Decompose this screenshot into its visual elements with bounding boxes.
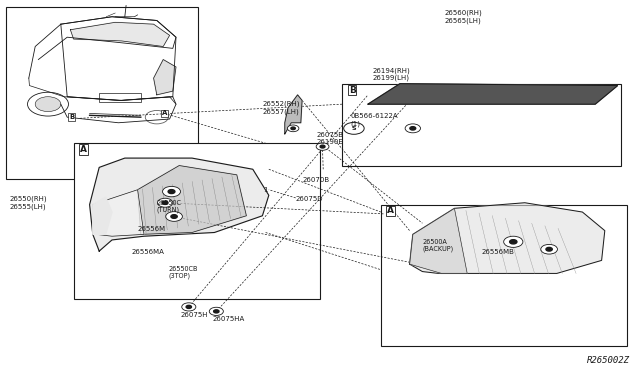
Text: 26556MA: 26556MA bbox=[131, 249, 164, 255]
Text: 26550(RH)
26555(LH): 26550(RH) 26555(LH) bbox=[10, 196, 47, 210]
Text: 26194(RH)
26199(LH): 26194(RH) 26199(LH) bbox=[372, 67, 410, 81]
Circle shape bbox=[546, 247, 552, 251]
Bar bbox=[99, 93, 141, 102]
Circle shape bbox=[157, 198, 173, 207]
Text: 26075D: 26075D bbox=[296, 196, 323, 202]
Circle shape bbox=[186, 305, 191, 308]
Polygon shape bbox=[70, 22, 170, 46]
Circle shape bbox=[504, 236, 523, 247]
Text: 26075HA: 26075HA bbox=[212, 316, 244, 322]
Polygon shape bbox=[154, 60, 176, 95]
Text: 26556M: 26556M bbox=[138, 226, 166, 232]
Text: 0B566-6122A
(1): 0B566-6122A (1) bbox=[350, 113, 397, 126]
Circle shape bbox=[171, 215, 177, 218]
Circle shape bbox=[168, 190, 175, 193]
Circle shape bbox=[287, 125, 299, 132]
Circle shape bbox=[291, 127, 295, 129]
Text: 26556MB: 26556MB bbox=[482, 249, 515, 255]
Text: 1: 1 bbox=[263, 187, 268, 193]
Circle shape bbox=[35, 97, 61, 112]
Polygon shape bbox=[93, 197, 112, 234]
Circle shape bbox=[320, 145, 325, 148]
Polygon shape bbox=[138, 166, 246, 234]
Text: 26560(RH)
26565(LH): 26560(RH) 26565(LH) bbox=[445, 10, 483, 24]
Circle shape bbox=[214, 310, 219, 313]
Polygon shape bbox=[285, 95, 302, 134]
Text: A: A bbox=[80, 145, 87, 154]
Circle shape bbox=[344, 122, 364, 134]
Polygon shape bbox=[368, 84, 618, 104]
Text: 26075H: 26075H bbox=[180, 312, 208, 318]
Circle shape bbox=[162, 201, 168, 205]
Bar bbox=[6, 7, 198, 179]
Text: A: A bbox=[162, 110, 167, 116]
Text: S: S bbox=[351, 126, 356, 131]
Text: R265002Z: R265002Z bbox=[588, 356, 630, 365]
Text: B: B bbox=[69, 114, 74, 120]
Circle shape bbox=[163, 186, 180, 197]
Circle shape bbox=[410, 126, 416, 130]
Polygon shape bbox=[410, 208, 467, 273]
Circle shape bbox=[316, 143, 329, 150]
Text: 26550C
(TURN): 26550C (TURN) bbox=[157, 200, 182, 213]
Text: B: B bbox=[349, 86, 356, 94]
Circle shape bbox=[405, 124, 420, 133]
Bar bbox=[342, 84, 621, 166]
Circle shape bbox=[541, 244, 557, 254]
Circle shape bbox=[166, 212, 182, 221]
Polygon shape bbox=[410, 203, 605, 273]
Circle shape bbox=[209, 307, 223, 315]
Text: 26070B: 26070B bbox=[303, 177, 330, 183]
Circle shape bbox=[182, 303, 196, 311]
Text: 26075B
26190E: 26075B 26190E bbox=[317, 132, 344, 145]
Circle shape bbox=[28, 92, 68, 116]
Text: 26552(RH)
26557(LH): 26552(RH) 26557(LH) bbox=[262, 101, 300, 115]
Text: 26550CB
(3TOP): 26550CB (3TOP) bbox=[168, 266, 198, 279]
Text: 26500A
(BACKUP): 26500A (BACKUP) bbox=[422, 239, 454, 252]
Polygon shape bbox=[90, 158, 269, 251]
Text: A: A bbox=[387, 206, 394, 215]
Bar bbox=[381, 205, 627, 346]
Circle shape bbox=[509, 240, 517, 244]
Bar bbox=[74, 143, 320, 299]
Polygon shape bbox=[93, 190, 144, 236]
Circle shape bbox=[145, 110, 168, 124]
